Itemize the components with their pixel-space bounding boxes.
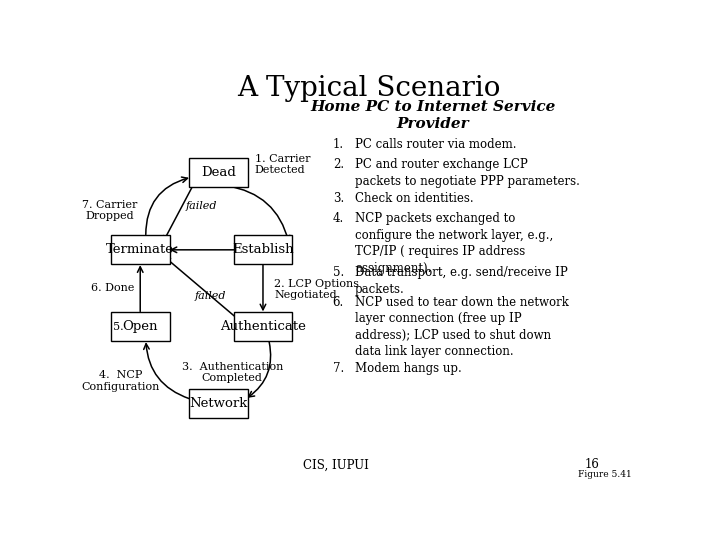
Text: Network: Network <box>189 397 248 410</box>
Text: 5.: 5. <box>113 322 124 332</box>
Text: PC calls router via modem.: PC calls router via modem. <box>355 138 516 151</box>
Text: NCP packets exchanged to
configure the network layer, e.g.,
TCP/IP ( requires IP: NCP packets exchanged to configure the n… <box>355 212 553 275</box>
FancyBboxPatch shape <box>111 235 169 265</box>
Text: Establish: Establish <box>232 244 294 256</box>
Text: failed: failed <box>194 291 226 301</box>
Text: Figure 5.41: Figure 5.41 <box>577 469 631 478</box>
Text: 16: 16 <box>585 458 600 471</box>
FancyBboxPatch shape <box>189 158 248 187</box>
Text: Check on identities.: Check on identities. <box>355 192 474 205</box>
Text: 7. Carrier
Dropped: 7. Carrier Dropped <box>82 199 138 221</box>
FancyBboxPatch shape <box>234 312 292 341</box>
Text: 1. Carrier
Detected: 1. Carrier Detected <box>255 154 310 176</box>
FancyBboxPatch shape <box>111 312 169 341</box>
Text: 7.: 7. <box>333 362 344 375</box>
Text: 1.: 1. <box>333 138 344 151</box>
Text: 2.: 2. <box>333 158 344 171</box>
FancyBboxPatch shape <box>234 235 292 265</box>
Text: 3.  Authentication
Completed: 3. Authentication Completed <box>181 362 283 383</box>
Text: 5.: 5. <box>333 266 344 280</box>
Text: Open: Open <box>122 320 158 333</box>
Text: CIS, IUPUI: CIS, IUPUI <box>302 458 369 471</box>
Text: 3.: 3. <box>333 192 344 205</box>
Text: Data transport, e.g. send/receive IP
packets.: Data transport, e.g. send/receive IP pac… <box>355 266 568 296</box>
Text: 6. Done: 6. Done <box>91 283 134 293</box>
Text: NCP used to tear down the network
layer connection (free up IP
address); LCP use: NCP used to tear down the network layer … <box>355 295 569 358</box>
Text: PC and router exchange LCP
packets to negotiate PPP parameters.: PC and router exchange LCP packets to ne… <box>355 158 580 188</box>
Text: Terminate: Terminate <box>107 244 174 256</box>
Text: 4.: 4. <box>333 212 344 225</box>
Text: 4.  NCP
Configuration: 4. NCP Configuration <box>81 370 160 392</box>
Text: Dead: Dead <box>201 166 235 179</box>
Text: Modem hangs up.: Modem hangs up. <box>355 362 462 375</box>
Text: Home PC to Internet Service
Provider: Home PC to Internet Service Provider <box>310 100 556 131</box>
FancyBboxPatch shape <box>189 389 248 418</box>
Text: 2. LCP Options
Negotiated: 2. LCP Options Negotiated <box>274 279 359 300</box>
Text: Authenticate: Authenticate <box>220 320 306 333</box>
Text: A Typical Scenario: A Typical Scenario <box>238 75 500 102</box>
Text: failed: failed <box>186 201 217 211</box>
Text: 6.: 6. <box>333 295 344 308</box>
